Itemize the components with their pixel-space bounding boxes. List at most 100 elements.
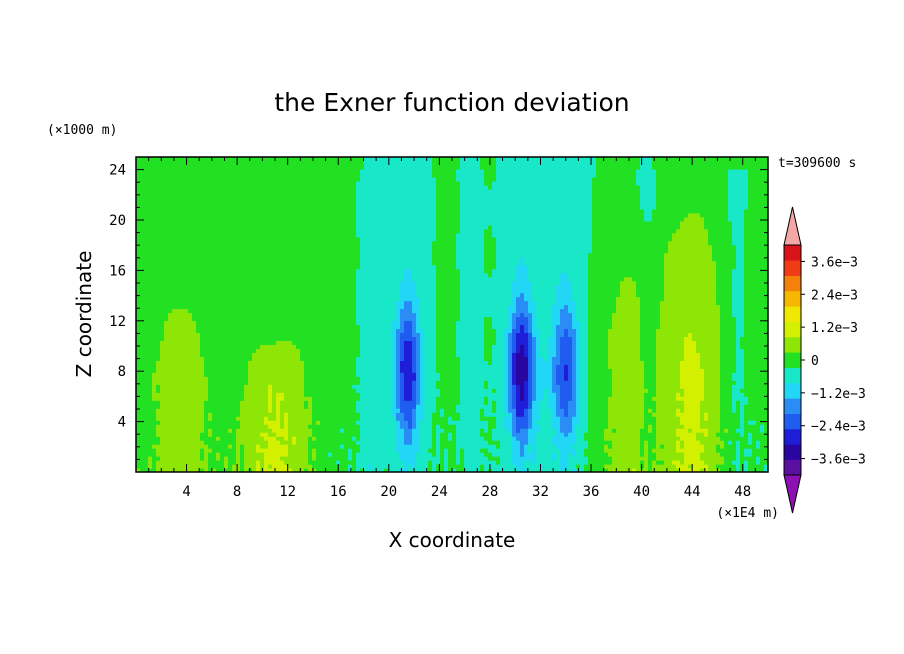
field-cell bbox=[640, 444, 645, 449]
field-cell bbox=[360, 444, 397, 449]
field-cell bbox=[556, 456, 561, 461]
field-cell bbox=[536, 456, 553, 461]
field-cell bbox=[404, 384, 413, 389]
field-cell bbox=[568, 376, 573, 381]
field-cell bbox=[216, 452, 221, 457]
field-cell bbox=[756, 444, 761, 449]
field-cell bbox=[488, 360, 493, 365]
field-cell bbox=[568, 456, 589, 461]
field-cell bbox=[288, 452, 309, 457]
field-cell bbox=[412, 436, 421, 441]
field-cell bbox=[492, 320, 509, 326]
field-cell bbox=[136, 328, 165, 334]
x-tick-label: 28 bbox=[481, 484, 498, 500]
field-cell bbox=[156, 416, 205, 421]
field-cell bbox=[528, 316, 533, 322]
field-cell bbox=[136, 392, 153, 397]
field-cell bbox=[588, 360, 609, 365]
field-cell bbox=[436, 340, 457, 346]
field-cell bbox=[272, 400, 277, 405]
field-cell bbox=[392, 392, 397, 397]
field-cell bbox=[404, 440, 413, 445]
field-cell bbox=[416, 348, 421, 353]
colorbar-segment bbox=[784, 245, 801, 261]
field-cell bbox=[224, 456, 229, 461]
field-cell bbox=[316, 436, 353, 441]
field-cell bbox=[704, 412, 709, 417]
field-cell bbox=[656, 432, 677, 437]
field-cell bbox=[656, 336, 685, 342]
field-cell bbox=[664, 276, 717, 282]
field-cell bbox=[360, 332, 393, 338]
field-cell bbox=[496, 164, 597, 170]
field-cell bbox=[268, 400, 273, 405]
field-cell bbox=[708, 228, 733, 234]
field-cell bbox=[716, 444, 721, 449]
field-cell bbox=[560, 396, 573, 401]
field-cell bbox=[516, 416, 529, 421]
field-cell bbox=[360, 260, 433, 266]
field-cell bbox=[528, 364, 533, 369]
field-cell bbox=[432, 260, 457, 266]
field-cell bbox=[436, 348, 457, 353]
field-cell bbox=[412, 276, 437, 282]
field-cell bbox=[668, 248, 713, 254]
field-cell bbox=[424, 400, 437, 405]
field-cell bbox=[152, 372, 205, 377]
field-cell bbox=[252, 356, 301, 361]
field-cell bbox=[524, 444, 529, 449]
colorbar-segment bbox=[784, 459, 801, 476]
field-cell bbox=[736, 464, 741, 469]
field-cell bbox=[212, 428, 229, 433]
field-cell bbox=[720, 416, 741, 421]
field-cell bbox=[568, 304, 577, 310]
field-cell bbox=[460, 452, 465, 457]
field-cell bbox=[704, 444, 717, 449]
field-cell bbox=[400, 452, 417, 457]
field-cell bbox=[356, 404, 393, 409]
field-cell bbox=[680, 436, 697, 441]
field-cell bbox=[492, 268, 517, 274]
field-cell bbox=[136, 460, 149, 465]
field-cell bbox=[460, 448, 465, 453]
field-cell bbox=[244, 452, 265, 457]
field-cell bbox=[564, 408, 569, 413]
field-cell bbox=[248, 468, 253, 472]
field-cell bbox=[744, 268, 768, 274]
field-cell bbox=[240, 420, 265, 425]
field-cell bbox=[656, 168, 729, 174]
field-cell bbox=[676, 408, 681, 413]
field-cell bbox=[488, 380, 505, 385]
field-cell bbox=[512, 444, 521, 449]
field-cell bbox=[532, 312, 537, 318]
field-cell bbox=[572, 288, 589, 294]
field-cell bbox=[592, 236, 673, 242]
field-cell bbox=[288, 432, 313, 437]
field-cell bbox=[484, 176, 497, 182]
field-cell bbox=[420, 340, 425, 346]
field-cell bbox=[640, 300, 661, 306]
field-cell bbox=[432, 440, 437, 445]
field-cell bbox=[484, 344, 493, 349]
field-cell bbox=[392, 360, 397, 365]
field-cell bbox=[244, 456, 265, 461]
field-cell bbox=[572, 312, 577, 318]
field-cell bbox=[732, 284, 745, 290]
x-tick-label: 8 bbox=[233, 484, 241, 500]
field-cell bbox=[420, 332, 425, 338]
field-cell bbox=[740, 388, 768, 393]
field-cell bbox=[588, 392, 613, 397]
field-cell bbox=[488, 400, 493, 405]
field-cell bbox=[436, 384, 461, 389]
field-cell bbox=[708, 240, 733, 246]
colorbar-label: 2.4e−3 bbox=[811, 288, 858, 303]
field-cell bbox=[456, 168, 485, 174]
field-cell bbox=[208, 428, 213, 433]
field-cell bbox=[516, 428, 521, 433]
field-cell bbox=[504, 424, 513, 429]
field-cell bbox=[348, 468, 353, 472]
field-cell bbox=[720, 400, 733, 405]
field-cell bbox=[432, 468, 437, 472]
field-cell bbox=[528, 400, 533, 405]
field-cell bbox=[492, 352, 505, 357]
